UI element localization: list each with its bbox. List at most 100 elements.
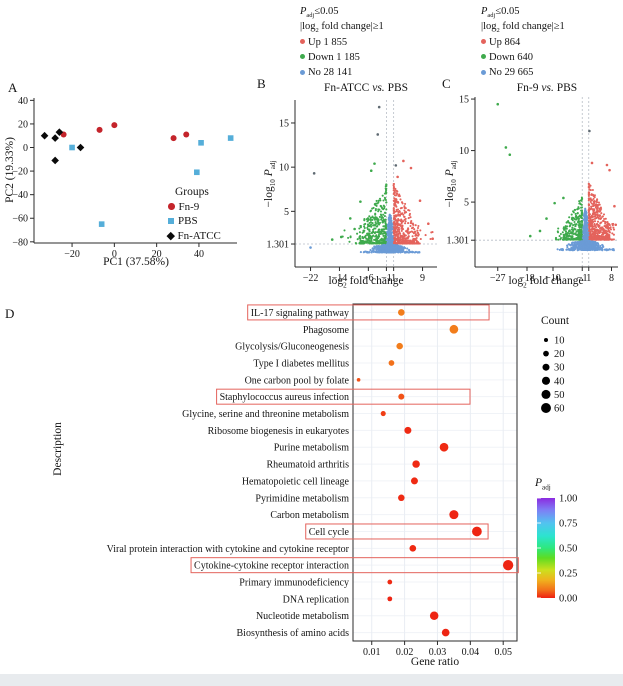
x-tick-label: −6 <box>363 273 374 284</box>
count-legend-value: 20 <box>554 349 565 360</box>
x-tick-label: 8 <box>609 273 614 284</box>
pathway-dot <box>398 393 405 400</box>
pca-plot: −20 0 20 40 40 20 0 −20 −40 −60 −80 <box>12 96 237 260</box>
pathway-label: Phagosome <box>303 325 350 336</box>
pathway-label: Ribosome biogenesis in eukaryotes <box>208 426 349 437</box>
highlight-box <box>190 557 519 574</box>
pathway-label: Staphylococcus aureus infection <box>220 392 349 403</box>
highlight-box <box>216 388 471 405</box>
data-point <box>170 135 177 142</box>
padj-legend-value: 1.00 <box>559 494 577 505</box>
legend-no: No 29 665 <box>481 65 565 80</box>
up-dot-icon <box>300 39 305 45</box>
padj-legend-value: 0.25 <box>559 569 577 580</box>
y-tick-label: −80 <box>12 237 28 248</box>
outlier-point <box>373 162 376 165</box>
bubble-y-axis-label: Description <box>52 422 64 476</box>
pca-legend: Groups Fn-9 PBS Fn-ATCC <box>166 185 221 244</box>
panel-b-label: B <box>257 76 266 91</box>
data-point <box>96 126 103 133</box>
panel-c-label: C <box>442 76 451 91</box>
footer-strip <box>0 674 623 686</box>
pathway-dot <box>441 628 450 637</box>
down-dot-icon <box>481 54 486 60</box>
data-point <box>183 131 190 138</box>
outlier-point <box>353 227 356 231</box>
pathway-label: DNA replication <box>283 594 349 605</box>
pca-series-PBS <box>69 135 234 227</box>
legend-down: Down 1 185 <box>300 50 384 65</box>
pathway-dot <box>396 342 403 350</box>
highlight-box <box>247 304 490 321</box>
count-legend-value: 60 <box>554 404 565 415</box>
outlier-point <box>508 153 512 156</box>
volcano-plot-B: −22 −14 −6 −1 1 9 1.301 5 10 15 <box>267 100 437 284</box>
legend-no: No 28 141 <box>300 65 384 80</box>
volcano-b-header: Padj≤0.05 |log2 fold change|≥1 Up 1 855 … <box>300 4 384 80</box>
volcano-plot-C: −27 −18 −10 −11 8 1.301 5 10 15 <box>447 95 618 284</box>
pathway-label: Rheumatoid arthritis <box>267 460 350 471</box>
padj-legend: 1.00 0.75 0.50 0.25 0.00 <box>537 494 577 605</box>
data-point <box>98 221 105 227</box>
pathway-label: Glycolysis/Gluconeogenesis <box>235 342 349 353</box>
pca-legend-item-fn9: Fn-9 <box>168 200 221 215</box>
pathway-dot <box>409 544 417 552</box>
pathway-dot <box>502 560 514 571</box>
fnatcc-marker-icon <box>166 231 175 240</box>
pca-legend-item-pbs: PBS <box>168 214 221 229</box>
outlier-point <box>562 196 565 200</box>
legend-up: Up 864 <box>481 35 565 50</box>
pca-series-Fn-9 <box>60 122 190 142</box>
count-legend-value: 30 <box>554 363 565 374</box>
pathway-dot <box>439 442 449 452</box>
pathway-dot <box>397 309 405 316</box>
pathway-dot <box>387 579 393 585</box>
outlier-point <box>339 235 343 239</box>
outlier-point <box>528 234 532 238</box>
pathway-dot <box>398 494 405 502</box>
pca-legend-item-fnatcc: Fn-ATCC <box>166 229 221 244</box>
pca-legend-label: PBS <box>178 215 198 227</box>
fn9-marker-icon <box>168 203 175 210</box>
pathway-label: One carbon pool by folate <box>245 375 350 386</box>
outlier-point <box>427 222 430 226</box>
y-tick-label: 15 <box>459 95 469 106</box>
panel-d-label: D <box>5 306 15 321</box>
data-point <box>227 135 234 141</box>
y-tick-label: −60 <box>12 214 28 225</box>
y-tick-label: 5 <box>284 207 289 218</box>
pca-legend-title: Groups <box>175 186 209 198</box>
data-point <box>194 169 200 176</box>
data-point <box>69 144 75 151</box>
x-tick-label: 40 <box>194 249 204 260</box>
pathway-dot <box>429 611 439 620</box>
pathway-label: IL-17 signaling pathway <box>251 308 349 319</box>
x-tick-label: −18 <box>519 273 535 284</box>
outlier-point <box>376 133 380 136</box>
outlier-point <box>348 217 352 220</box>
outlier-point <box>553 201 556 205</box>
outlier-point <box>605 163 609 167</box>
pathway-label: Carbon metabolism <box>270 510 349 521</box>
pathway-label: Type I diabetes mellitus <box>253 358 349 369</box>
data-point <box>51 134 59 142</box>
pathway-dot <box>388 360 395 366</box>
x-tick-label: 0.02 <box>396 647 414 658</box>
y-tick-label: 20 <box>18 119 28 130</box>
y-tick-label: −20 <box>12 167 28 178</box>
x-tick-label: 0.04 <box>462 647 480 658</box>
y-tick-label: 15 <box>279 118 289 129</box>
pathway-dot <box>410 477 418 485</box>
x-tick-label: 9 <box>420 273 425 284</box>
bubble-x-axis-label: Gene ratio <box>410 656 460 668</box>
volcano-points-down <box>554 196 584 241</box>
volcano-points-up <box>587 182 616 241</box>
outlier-point <box>538 229 542 233</box>
data-point <box>76 143 85 152</box>
fc-threshold-label: |log2 fold change|≥1 <box>300 21 384 35</box>
y-tick-label: 1.301 <box>267 240 290 251</box>
x-tick-label: 20 <box>152 249 162 260</box>
up-dot-icon <box>481 39 486 45</box>
